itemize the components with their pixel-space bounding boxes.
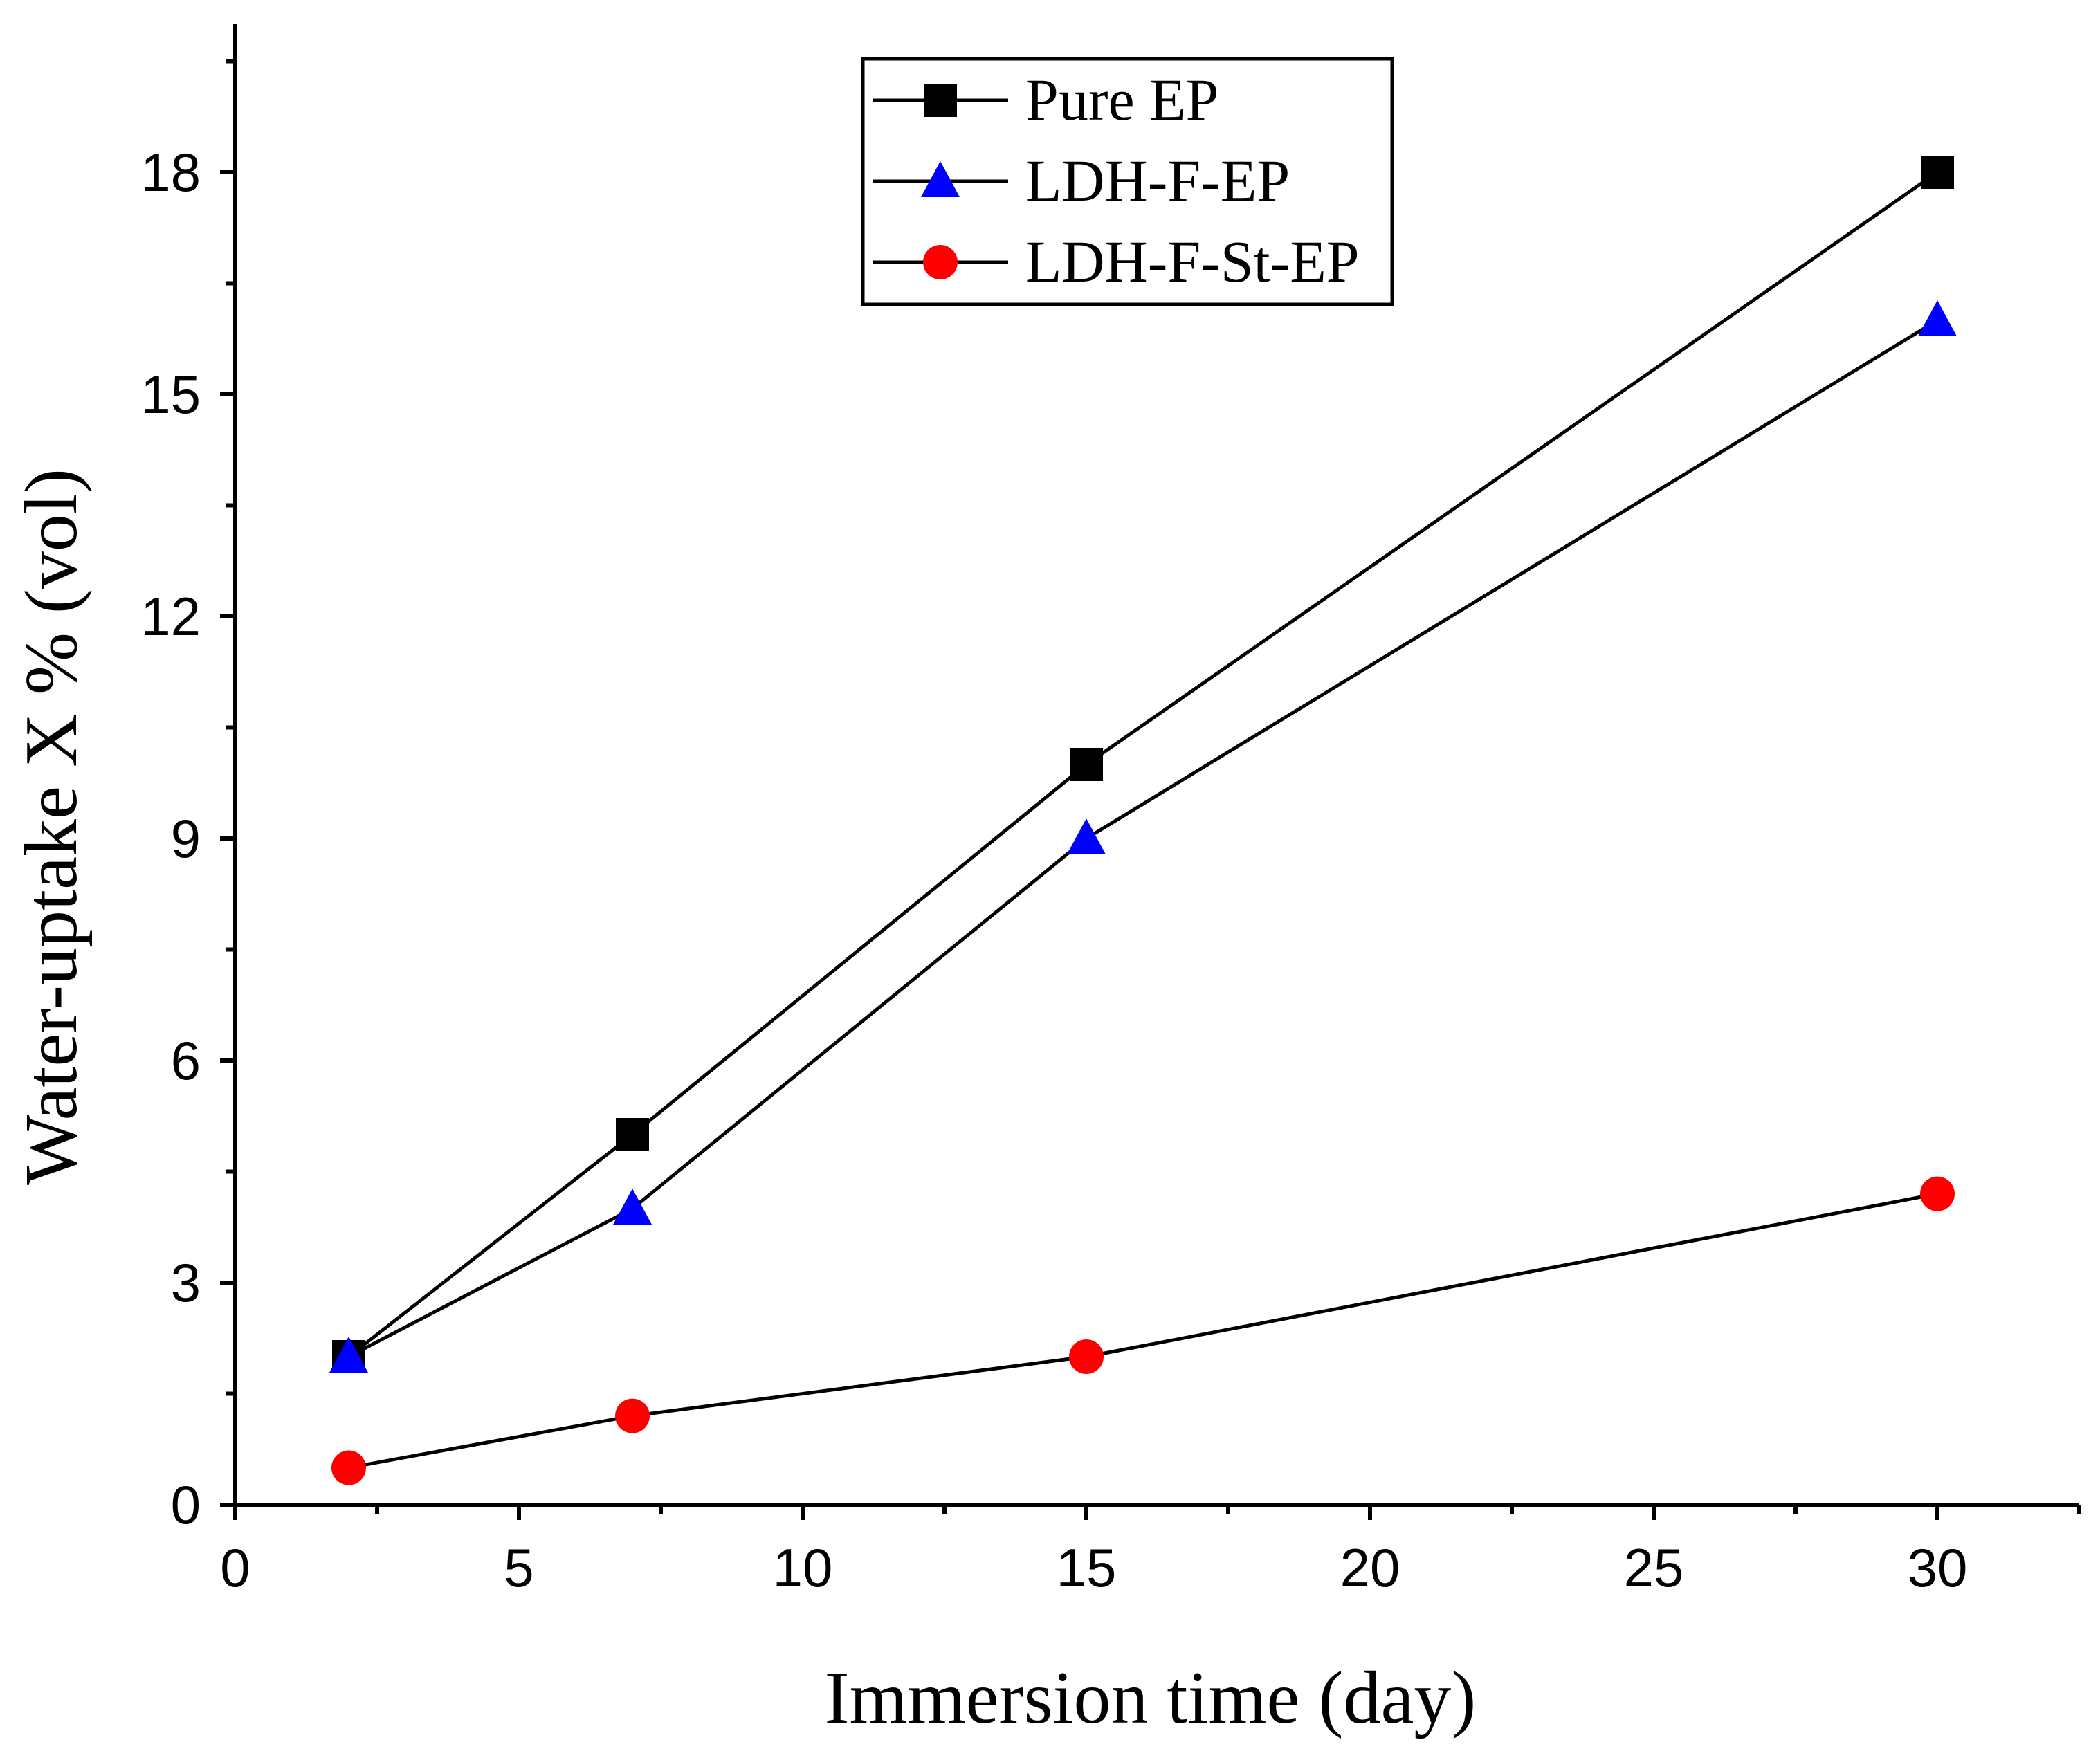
series-pure-ep [332, 156, 1954, 1373]
y-tick-label: 15 [140, 364, 201, 425]
y-tick-label: 3 [171, 1252, 201, 1313]
series-line [347, 318, 1939, 1359]
series-line [347, 170, 1939, 1358]
x-axis-title: Immersion time (day) [825, 1657, 1477, 1739]
legend-label: LDH-F-St-EP [1025, 228, 1360, 295]
x-tick-label: 5 [504, 1537, 533, 1598]
data-point [615, 1398, 650, 1433]
legend-marker [923, 245, 958, 279]
series-ldh-f-st-ep [331, 1176, 1955, 1485]
x-tick-label: 20 [1340, 1537, 1400, 1598]
y-tick-label: 6 [171, 1030, 201, 1091]
plot-frame [233, 24, 2079, 1507]
y-tick-label: 0 [171, 1474, 201, 1535]
data-point [616, 1118, 649, 1151]
data-point [1070, 748, 1103, 781]
series-layer [329, 156, 1957, 1485]
legend-marker [924, 84, 957, 117]
data-point [1920, 1176, 1955, 1211]
x-tick-label: 0 [220, 1537, 250, 1598]
x-tick-label: 30 [1908, 1537, 1968, 1598]
y-axis-title: Water-uptake X % (vol) [10, 468, 93, 1185]
legend: Pure EP LDH-F-EP LDH-F-St-EP [861, 57, 1394, 306]
data-point [1918, 300, 1957, 336]
data-point [1921, 156, 1954, 189]
data-point [1069, 1339, 1104, 1374]
legend-marker [921, 161, 960, 197]
series-line [348, 1192, 1938, 1469]
x-tick-label: 10 [773, 1537, 833, 1598]
series-ldh-f-ep [329, 300, 1957, 1373]
legend-label: LDH-F-EP [1025, 147, 1290, 214]
y-tick-label: 18 [140, 142, 201, 203]
data-point [613, 1189, 652, 1225]
y-tick-label: 9 [171, 808, 201, 869]
y-tick-label: 12 [140, 586, 201, 647]
legend-item: Pure EP [873, 66, 1219, 133]
x-tick-label: 15 [1057, 1537, 1117, 1598]
data-point [1067, 818, 1106, 854]
x-tick-label: 25 [1624, 1537, 1684, 1598]
axis-ticks: 0 5 10 15 20 25 30 0 3 6 9 12 15 18 [140, 59, 2081, 1598]
legend-item: LDH-F-EP [873, 147, 1290, 214]
data-point [329, 1337, 368, 1373]
legend-item: LDH-F-St-EP [873, 228, 1360, 295]
legend-label: Pure EP [1025, 66, 1219, 133]
data-point [331, 1450, 366, 1485]
